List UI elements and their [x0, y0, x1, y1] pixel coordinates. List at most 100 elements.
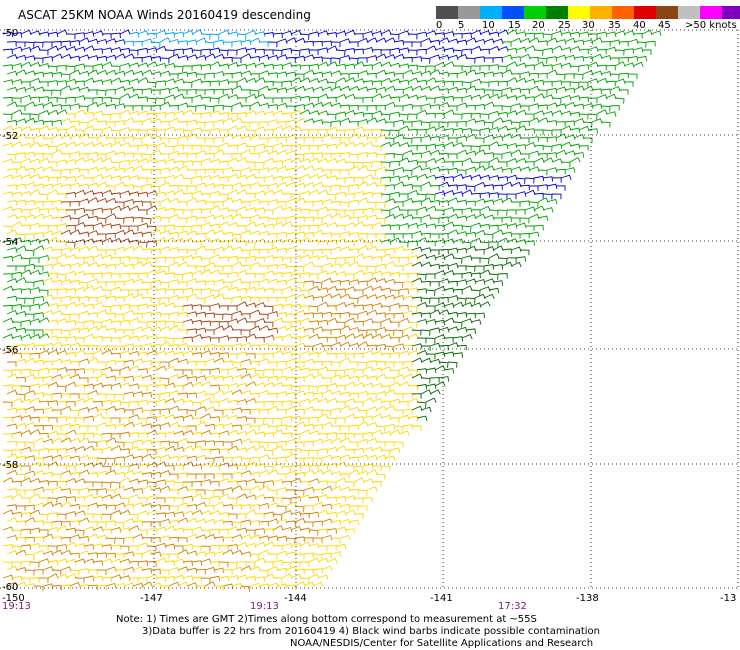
wind-barb — [33, 470, 45, 476]
wind-barb — [573, 152, 585, 158]
wind-barb — [105, 38, 117, 44]
wind-barb — [137, 334, 149, 341]
wind-barb — [299, 48, 310, 54]
wind-barb — [200, 369, 211, 375]
wind-barb — [168, 53, 180, 59]
wind-barb — [119, 205, 131, 211]
wind-barb — [47, 349, 59, 355]
wind-barb — [263, 209, 274, 216]
wind-barb — [263, 432, 275, 438]
wind-barb — [213, 357, 225, 363]
wind-barb — [465, 57, 476, 64]
wind-barb — [506, 257, 517, 263]
wind-barb — [542, 176, 554, 182]
wind-barb — [150, 229, 162, 235]
wind-barb — [29, 127, 41, 134]
wind-barb — [186, 133, 198, 139]
wind-barb — [411, 165, 423, 171]
wind-barb — [29, 30, 41, 36]
wind-barb — [389, 141, 401, 147]
wind-barb — [605, 64, 616, 71]
lon-label: -150 — [2, 593, 25, 604]
wind-barb — [150, 55, 162, 62]
wind-barb — [240, 358, 252, 365]
wind-barb — [578, 64, 590, 70]
wind-barb — [119, 62, 131, 69]
wind-barb — [456, 121, 467, 127]
wind-barb — [303, 280, 314, 286]
wind-barb — [303, 327, 315, 334]
wind-barb — [33, 152, 44, 159]
wind-barb — [317, 78, 329, 85]
wind-barb — [6, 101, 18, 107]
wind-barb — [128, 145, 139, 152]
wind-barb — [182, 145, 193, 151]
wind-barb — [182, 510, 194, 516]
wind-barb — [348, 104, 359, 111]
wind-barb — [335, 30, 347, 37]
wind-barb — [393, 329, 404, 336]
wind-barb — [236, 157, 248, 163]
wind-barb — [420, 85, 432, 92]
wind-barb — [132, 533, 144, 540]
wind-barb — [150, 409, 161, 415]
wind-barb — [438, 121, 449, 128]
wind-barb — [69, 519, 81, 526]
wind-barb — [101, 432, 112, 439]
wind-barb — [38, 143, 50, 150]
wind-barb — [452, 273, 463, 279]
wind-barb — [339, 437, 351, 443]
wind-barb — [191, 49, 202, 56]
wind-barb — [249, 152, 260, 158]
wind-barb — [479, 174, 491, 181]
wind-barb — [303, 391, 315, 397]
wind-barb — [240, 519, 252, 525]
wind-barb — [231, 582, 243, 589]
wind-barb — [164, 414, 176, 420]
wind-barb — [191, 445, 203, 451]
wind-barb — [47, 319, 59, 325]
wind-barb — [380, 385, 391, 392]
wind-barb — [402, 248, 413, 255]
wind-barb — [357, 294, 369, 300]
wind-barb — [83, 255, 95, 262]
wind-barb — [308, 320, 320, 326]
wind-barb — [362, 64, 374, 70]
wind-barb — [119, 93, 131, 99]
wind-barb — [92, 513, 103, 520]
wind-barb — [191, 160, 202, 167]
wind-barb — [357, 86, 369, 92]
wind-barb — [501, 197, 513, 203]
wind-barb — [483, 263, 495, 270]
wind-barb — [258, 70, 270, 76]
wind-barb — [69, 279, 81, 286]
wind-barb — [92, 413, 104, 419]
wind-barb — [510, 87, 522, 94]
wind-barb — [308, 239, 320, 245]
wind-barb — [254, 143, 266, 149]
wind-barb — [272, 545, 283, 551]
wind-barb — [317, 189, 329, 195]
wind-barb — [191, 304, 203, 310]
wind-barb — [272, 303, 284, 310]
wind-barb — [285, 566, 297, 572]
wind-barb — [384, 424, 396, 430]
wind-barb — [276, 440, 287, 447]
wind-barb — [240, 70, 252, 76]
wind-barb — [56, 367, 68, 373]
wind-barb — [600, 55, 612, 61]
wind-barb — [231, 438, 243, 445]
wind-barb — [150, 201, 161, 207]
wind-barb — [119, 366, 131, 372]
wind-barb — [204, 41, 215, 48]
scale-label: 10 — [482, 20, 495, 31]
wind-barb — [200, 448, 211, 455]
wind-barb — [92, 48, 104, 54]
wind-barb — [308, 110, 320, 116]
wind-barb — [344, 509, 356, 515]
wind-barb — [83, 526, 95, 532]
wind-barb — [546, 87, 558, 94]
wind-barb — [596, 49, 607, 55]
wind-barb — [105, 437, 117, 443]
wind-barb — [132, 407, 144, 413]
